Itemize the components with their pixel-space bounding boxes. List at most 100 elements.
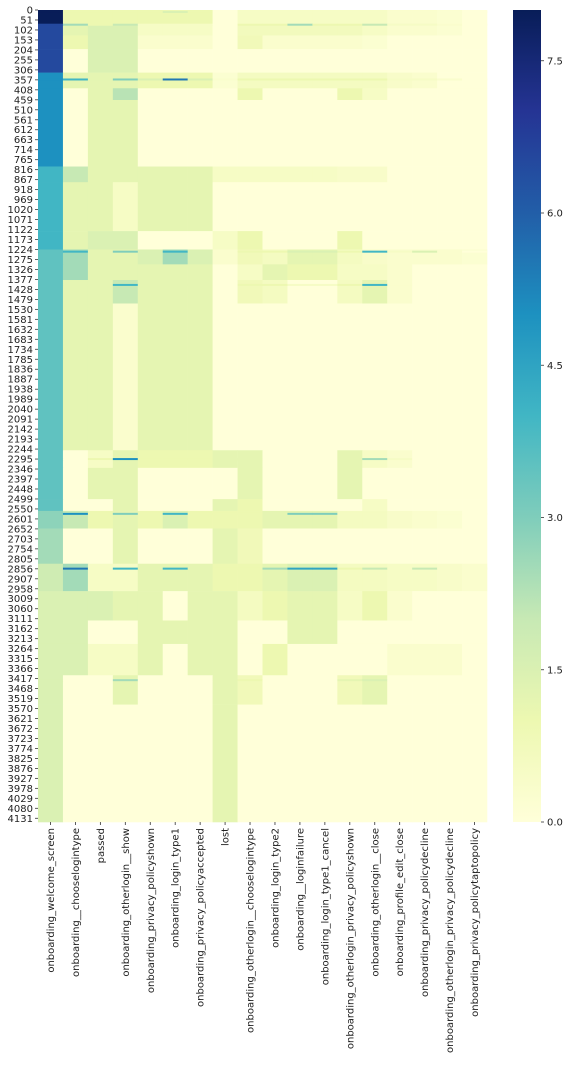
heatmap-cell-block-15-col-1 xyxy=(62,467,89,500)
heatmap-cell-block-17-col-2 xyxy=(87,510,114,529)
heatmap-cell-block-17-col-9 xyxy=(262,510,288,529)
heatmap-cell-block-2-col-2 xyxy=(87,35,114,50)
heatmap-cell-block-6-col-14 xyxy=(387,100,413,167)
heatmap-cell-block-9-col-14 xyxy=(387,231,413,250)
x-tick-label: onboarding_privacy_policydecline xyxy=(420,828,431,997)
heatmap-highlight-row-8-col-12 xyxy=(337,679,363,682)
heatmap-cell-block-16-col-10 xyxy=(287,499,313,512)
heatmap-cell-block-13-col-11 xyxy=(312,303,338,451)
heatmap-cell-block-20-col-14 xyxy=(387,591,413,621)
heatmap-cell-block-8-col-0 xyxy=(38,182,64,232)
heatmap-cell-block-13-col-4 xyxy=(137,303,164,451)
heatmap-highlight-row-1-col-13 xyxy=(362,23,388,26)
heatmap-cell-block-1-col-9 xyxy=(262,24,288,36)
heatmap-highlight-row-8-col-10 xyxy=(287,679,313,682)
y-tick-label: 3162 xyxy=(8,624,33,635)
heatmap-cell-block-6-col-13 xyxy=(362,100,388,167)
heatmap-cell-block-22-col-0 xyxy=(38,643,64,676)
heatmap-cell-block-17-col-17 xyxy=(462,510,488,529)
heatmap-cell-block-1-col-5 xyxy=(162,24,188,36)
heatmap-cell-block-24-col-17 xyxy=(462,704,488,823)
heatmap-highlight-row-2-col-11 xyxy=(312,78,338,81)
heatmap-highlight-row-8-col-17 xyxy=(462,679,488,682)
heatmap-cell-block-2-col-8 xyxy=(237,35,263,50)
heatmap-cell-block-11-col-3 xyxy=(112,264,139,281)
heatmap-cell-block-2-col-9 xyxy=(262,35,288,50)
heatmap-highlight-row-4-col-7 xyxy=(212,283,238,286)
y-tick-label: 2907 xyxy=(8,574,33,585)
heatmap-cell-block-18-col-15 xyxy=(412,528,438,565)
heatmap-highlight-row-5-col-7 xyxy=(212,458,238,461)
heatmap-cell-block-10-col-15 xyxy=(412,249,438,265)
y-tick-label: 2805 xyxy=(8,554,33,565)
heatmap-cell-block-0-col-3 xyxy=(112,10,139,25)
heatmap-cell-block-9-col-11 xyxy=(312,231,338,250)
heatmap-cell-block-21-col-10 xyxy=(287,620,313,645)
heatmap-highlight-row-4-col-1 xyxy=(62,283,89,286)
heatmap-cell-block-24-col-8 xyxy=(237,704,263,823)
heatmap-highlight-row-6-col-5 xyxy=(162,512,188,515)
y-tick-label: 2601 xyxy=(8,514,33,525)
heatmap-cell-block-5-col-13 xyxy=(362,88,388,101)
heatmap-cell-block-9-col-6 xyxy=(187,231,213,250)
y-tick-label: 408 xyxy=(14,85,33,96)
heatmap-highlight-row-0-col-1 xyxy=(62,10,89,13)
heatmap-cell-block-4-col-3 xyxy=(112,72,139,89)
heatmap-cells xyxy=(38,10,488,823)
heatmap-highlight-row-4-col-16 xyxy=(437,283,463,286)
heatmap-highlight-row-7-col-4 xyxy=(137,567,164,570)
heatmap-cell-block-21-col-6 xyxy=(187,620,213,645)
heatmap-highlight-row-7-col-10 xyxy=(287,567,313,570)
y-tick-label: 1071 xyxy=(8,215,33,226)
heatmap-highlight-row-2-col-16 xyxy=(437,78,463,81)
heatmap-cell-block-13-col-7 xyxy=(212,303,238,451)
heatmap-cell-block-0-col-10 xyxy=(287,10,313,25)
heatmap-cell-block-3-col-16 xyxy=(437,49,463,73)
heatmap-cell-block-0-col-15 xyxy=(412,10,438,25)
heatmap-highlight-row-1-col-16 xyxy=(437,23,463,26)
heatmap-cell-block-8-col-7 xyxy=(212,182,238,232)
y-tick-label: 3570 xyxy=(8,704,33,715)
heatmap-cell-block-8-col-14 xyxy=(387,182,413,232)
x-tick-label: onboarding_otherlogin__show xyxy=(121,828,132,977)
heatmap-cell-block-10-col-13 xyxy=(362,249,388,265)
heatmap-cell-block-6-col-5 xyxy=(162,100,188,167)
heatmap-cell-block-11-col-10 xyxy=(287,264,313,281)
heatmap-cell-block-4-col-2 xyxy=(87,72,114,89)
heatmap-highlight-row-8-col-0 xyxy=(38,679,64,682)
heatmap-cell-block-3-col-1 xyxy=(62,49,89,73)
y-tick-label: 1530 xyxy=(8,305,33,316)
y-tick-label: 306 xyxy=(14,65,33,76)
heatmap-cell-block-17-col-16 xyxy=(437,510,463,529)
heatmap-cell-block-17-col-3 xyxy=(112,510,139,529)
heatmap-highlight-row-0-col-16 xyxy=(437,10,463,13)
heatmap-highlight-row-0-col-7 xyxy=(212,10,238,13)
heatmap-highlight-row-6-col-15 xyxy=(412,512,438,515)
heatmap-cell-block-17-col-14 xyxy=(387,510,413,529)
heatmap-cell-block-7-col-13 xyxy=(362,166,388,183)
heatmap-highlight-row-8-col-14 xyxy=(387,679,413,682)
heatmap-cell-block-2-col-4 xyxy=(137,35,164,50)
heatmap-cell-block-10-col-1 xyxy=(62,249,89,265)
heatmap-cell-block-11-col-16 xyxy=(437,264,463,281)
heatmap-cell-block-17-col-5 xyxy=(162,510,188,529)
heatmap-cell-block-18-col-16 xyxy=(437,528,463,565)
y-tick-label: 1734 xyxy=(8,345,33,356)
heatmap-cell-block-21-col-11 xyxy=(312,620,338,645)
heatmap-highlight-row-5-col-16 xyxy=(437,458,463,461)
heatmap-cell-block-10-col-5 xyxy=(162,249,188,265)
y-tick-label: 2550 xyxy=(8,504,33,515)
y-tick-label: 2040 xyxy=(8,405,33,416)
heatmap-cell-block-5-col-16 xyxy=(437,88,463,101)
heatmap-cell-block-10-col-2 xyxy=(87,249,114,265)
heatmap-cell-block-8-col-1 xyxy=(62,182,89,232)
heatmap-cell-block-5-col-9 xyxy=(262,88,288,101)
heatmap-highlight-row-4-col-5 xyxy=(162,283,188,286)
heatmap-highlight-row-5-col-12 xyxy=(337,458,363,461)
heatmap-cell-block-1-col-14 xyxy=(387,24,413,36)
heatmap-cell-block-24-col-10 xyxy=(287,704,313,823)
heatmap-highlight-row-0-col-10 xyxy=(287,10,313,13)
heatmap-cell-block-18-col-3 xyxy=(112,528,139,565)
y-tick-label: 1683 xyxy=(8,335,33,346)
heatmap-cell-block-21-col-5 xyxy=(162,620,188,645)
